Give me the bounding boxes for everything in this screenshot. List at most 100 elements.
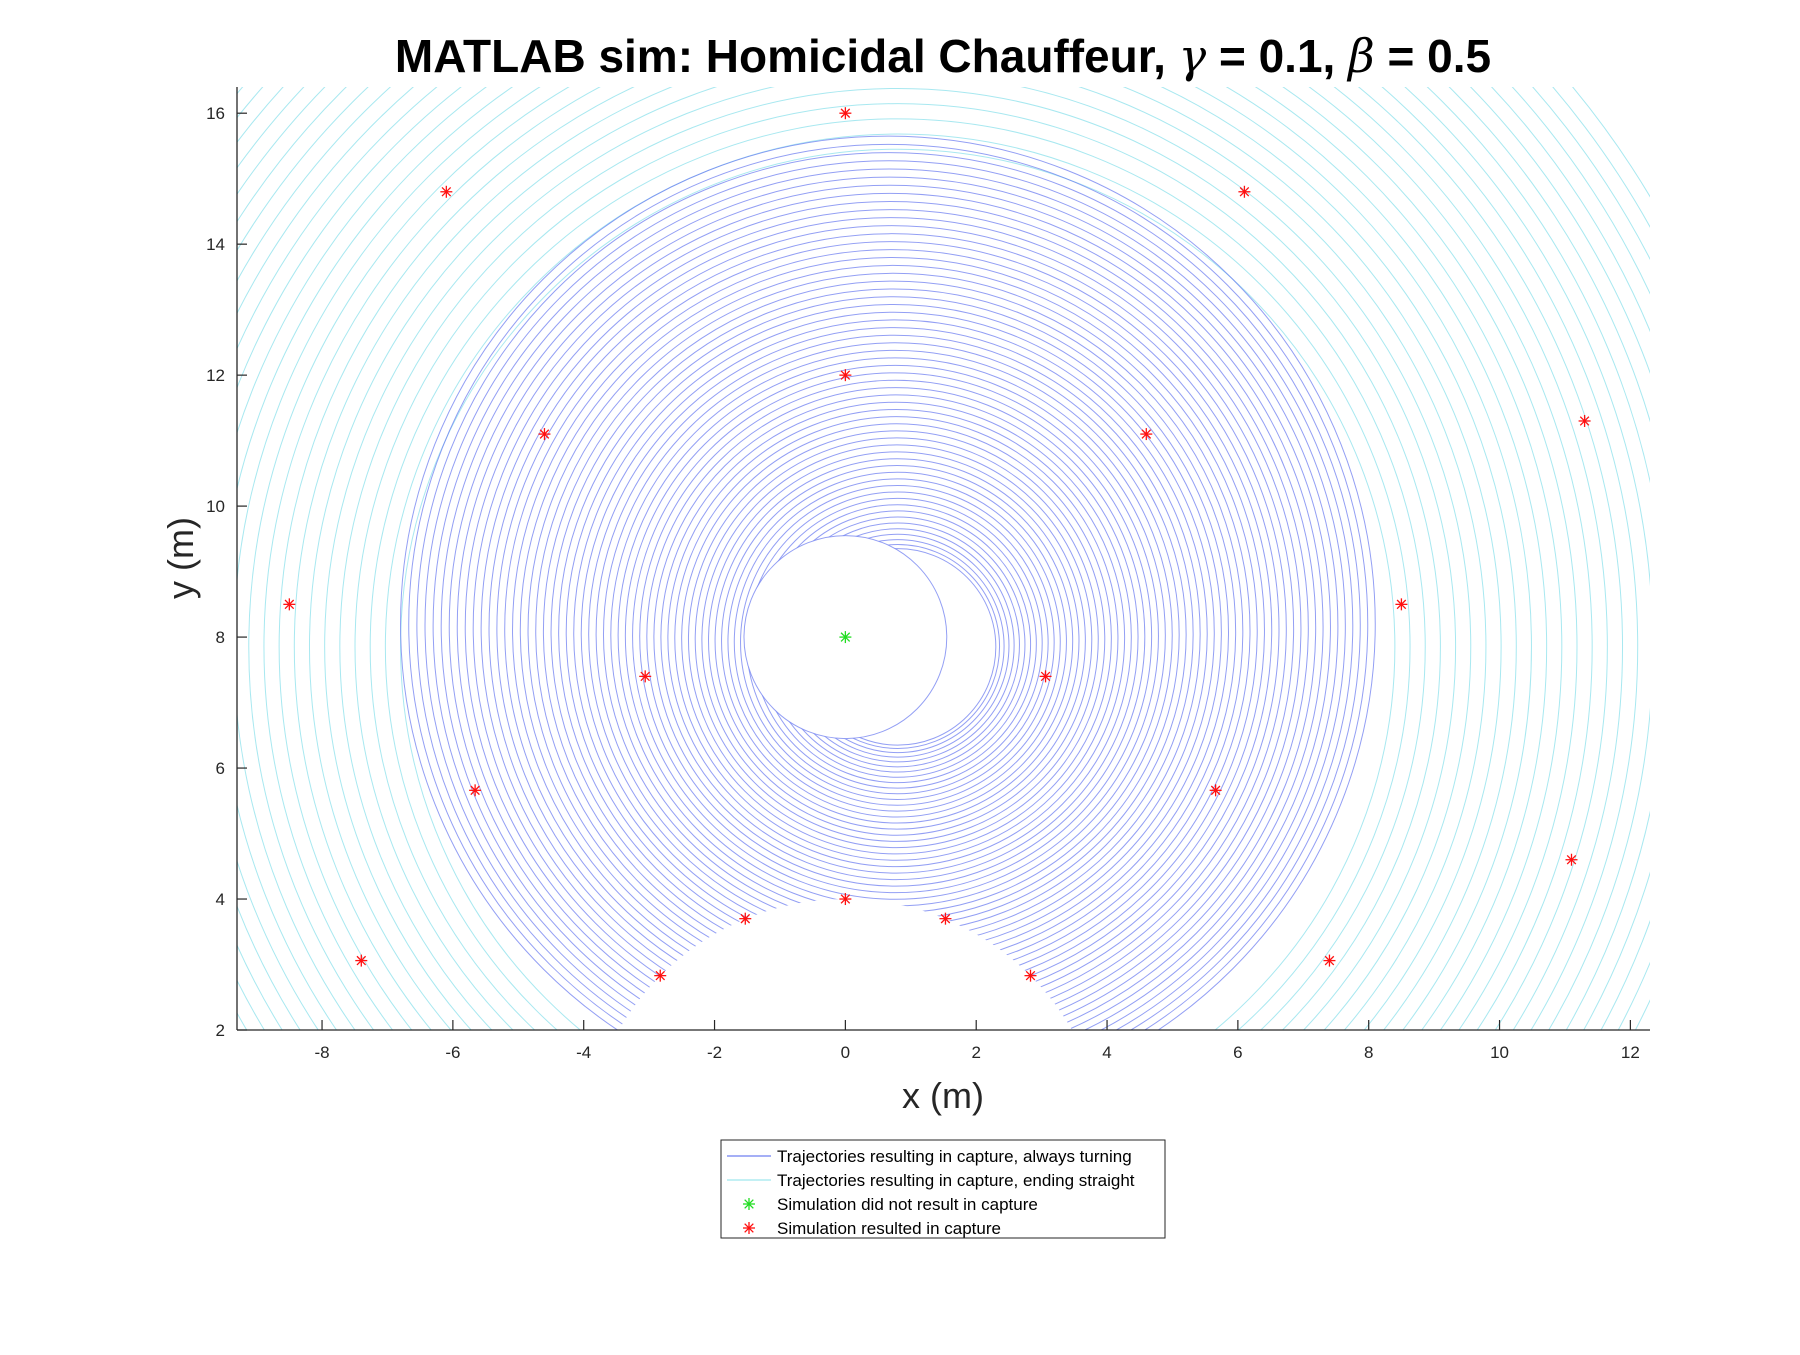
straight-trajectory-arc xyxy=(237,87,1593,1030)
y-tick-label: 12 xyxy=(206,366,225,385)
capture-point xyxy=(1323,954,1336,967)
straight-trajectory-arc xyxy=(248,87,1547,1030)
straight-trajectory-arc xyxy=(385,133,1411,1030)
straight-trajectory-arc xyxy=(278,87,1517,1030)
turning-trajectory-ring xyxy=(687,430,1106,849)
x-tick-label: 4 xyxy=(1102,1043,1111,1062)
y-tick-label: 10 xyxy=(206,497,225,516)
x-tick-label: 0 xyxy=(841,1043,850,1062)
x-tick-label: 8 xyxy=(1364,1043,1373,1062)
turning-trajectory-ring xyxy=(653,394,1139,881)
turning-trajectory-ring xyxy=(424,160,1354,1030)
legend-label-turning: Trajectories resulting in capture, alway… xyxy=(777,1147,1132,1166)
turning-trajectory-ring xyxy=(660,401,1132,874)
plot-area xyxy=(237,87,1650,1030)
beta-symbol: β xyxy=(1346,29,1375,83)
turning-trajectory-ring xyxy=(740,485,1055,800)
bottom-capture-region xyxy=(618,899,1072,1030)
capture-point xyxy=(283,598,296,611)
turning-trajectory-ring xyxy=(701,444,1093,836)
y-tick-label: 2 xyxy=(216,1021,225,1040)
capture-point xyxy=(839,107,852,120)
capture-point xyxy=(1238,185,1251,198)
capture-point xyxy=(355,954,368,967)
turning-trajectory-ring xyxy=(721,465,1074,818)
x-tick-label: 6 xyxy=(1233,1043,1242,1062)
legend-star-green xyxy=(743,1198,755,1210)
turning-trajectory-ring xyxy=(480,217,1302,1030)
turning-trajectory-ring xyxy=(727,471,1067,812)
markers xyxy=(283,107,1591,982)
legend-marker-no-capture xyxy=(743,1198,755,1210)
capture-point xyxy=(939,912,952,925)
gamma-symbol: γ xyxy=(1179,29,1207,83)
straight-trajectory-arc xyxy=(237,87,1638,1030)
capture-point xyxy=(739,912,752,925)
turning-trajectory-ring xyxy=(639,379,1153,894)
capture-point xyxy=(639,670,652,683)
y-tick-label: 6 xyxy=(216,759,225,778)
turning-trajectory-ring xyxy=(714,458,1080,824)
turning-trajectory-ring xyxy=(448,184,1331,1030)
capture-point xyxy=(538,428,551,441)
turning-trajectory-ring xyxy=(408,144,1369,1030)
straight-trajectory-arc xyxy=(293,87,1502,1030)
turning-trajectory-ring xyxy=(667,408,1126,868)
turning-trajectory-ring xyxy=(400,135,1376,1030)
x-axis-label: x (m) xyxy=(902,1075,984,1116)
straight-trajectory-arc xyxy=(309,87,1487,1030)
capture-point xyxy=(1024,969,1037,982)
capture-point xyxy=(654,969,667,982)
capture-point xyxy=(839,893,852,906)
turning-trajectory-ring xyxy=(708,451,1086,830)
straight-trajectory-arc xyxy=(324,87,1472,1030)
straight-trajectory-arc xyxy=(263,87,1532,1030)
legend-label-straight: Trajectories resulting in capture, endin… xyxy=(777,1171,1135,1190)
no-capture-point xyxy=(839,631,852,644)
legend-label-capture: Simulation resulted in capture xyxy=(777,1219,1001,1238)
x-tick-label: 10 xyxy=(1490,1043,1509,1062)
legend-marker-capture xyxy=(743,1222,755,1234)
y-tick-label: 16 xyxy=(206,104,225,123)
capture-point xyxy=(1209,784,1222,797)
straight-trajectory-arc xyxy=(400,148,1396,1030)
turning-trajectory-ring xyxy=(464,201,1317,1030)
y-ticks: 2 4 6 8 10 12 14 16 xyxy=(206,104,247,1040)
legend-star-red xyxy=(743,1222,755,1234)
turning-trajectory-ring xyxy=(472,209,1309,1030)
capture-point xyxy=(440,185,453,198)
straight-trajectory-arc xyxy=(354,103,1441,1030)
turning-trajectory-ring xyxy=(681,423,1112,855)
trajectories xyxy=(237,87,1650,1030)
straight-trajectory-arc xyxy=(339,88,1456,1030)
x-ticks: -8 -6 -4 -2 0 2 4 6 8 10 12 xyxy=(314,1020,1640,1062)
y-tick-label: 8 xyxy=(216,628,225,647)
straight-trajectory-arc xyxy=(237,87,1623,1030)
capture-point xyxy=(1395,598,1408,611)
y-axis-label: y (m) xyxy=(160,517,201,599)
straight-trajectory-arc xyxy=(237,87,1578,1030)
turning-trajectory-ring xyxy=(488,225,1294,1030)
legend-box xyxy=(720,1139,1166,1239)
straight-trajectory-arc xyxy=(369,118,1426,1030)
turning-trajectory-ring xyxy=(632,372,1159,900)
capture-point xyxy=(1039,670,1052,683)
x-tick-label: -8 xyxy=(314,1043,329,1062)
capture-point xyxy=(469,784,482,797)
capture-point xyxy=(1578,414,1591,427)
legend-label-no-capture: Simulation did not result in capture xyxy=(777,1195,1038,1214)
turning-trajectory-ring xyxy=(733,478,1061,806)
y-tick-label: 14 xyxy=(206,235,225,254)
x-tick-label: -4 xyxy=(576,1043,591,1062)
turning-trajectory-ring xyxy=(674,416,1119,861)
turning-trajectory-ring xyxy=(694,437,1099,842)
capture-point xyxy=(1140,428,1153,441)
x-tick-label: 12 xyxy=(1621,1043,1640,1062)
x-tick-label: -6 xyxy=(445,1043,460,1062)
turning-trajectory-ring xyxy=(432,168,1346,1030)
capture-point xyxy=(1565,853,1578,866)
x-tick-label: -2 xyxy=(707,1043,722,1062)
straight-trajectory-arc xyxy=(237,87,1563,1030)
